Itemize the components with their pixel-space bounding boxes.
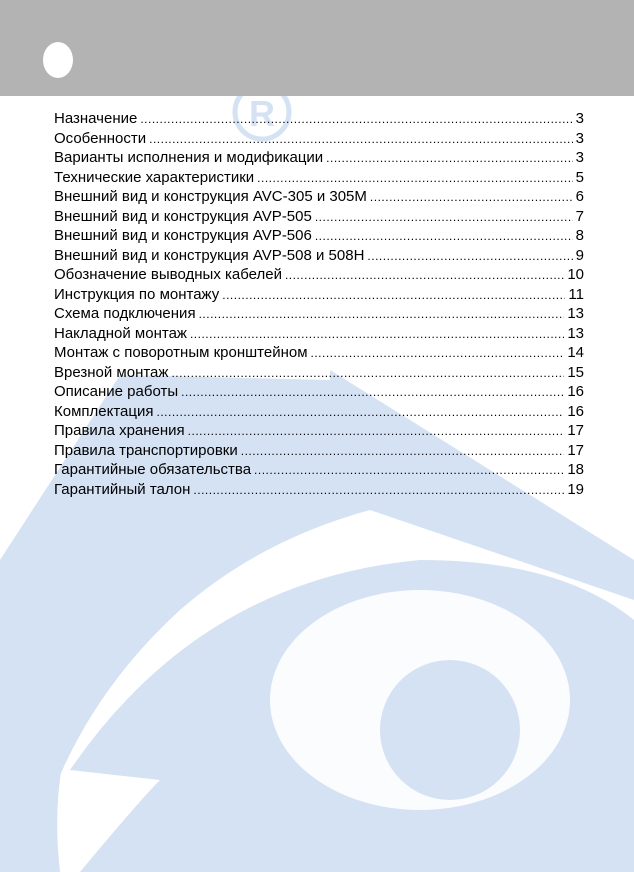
toc-entry-page: 8 — [575, 227, 584, 244]
toc-dot-leader — [285, 268, 564, 282]
toc-entry-page: 3 — [575, 110, 584, 127]
toc-dot-leader — [326, 151, 572, 165]
toc-entry-page: 19 — [567, 480, 584, 498]
toc-dot-leader — [140, 112, 572, 126]
toc-dot-leader — [370, 190, 573, 204]
toc-entry[interactable]: Технические характеристики 5 — [54, 169, 584, 189]
toc-entry-page: 13 — [567, 324, 584, 342]
page-header — [0, 0, 634, 96]
toc-entry-title: Гарантийные обязательства — [54, 461, 252, 478]
toc-entry[interactable]: Варианты исполнения и модификации 3 — [54, 149, 584, 169]
toc-dot-leader — [222, 288, 565, 302]
toc-entry-title: Обозначение выводных кабелей — [54, 266, 282, 283]
toc-entry-title: Схема подключения — [54, 305, 196, 322]
toc-entry[interactable]: Инструкция по монтажу 11 — [54, 286, 584, 306]
toc-dot-leader — [193, 483, 564, 497]
toc-entry-page: 10 — [567, 266, 584, 283]
toc-dot-leader — [241, 444, 565, 458]
toc-dot-leader — [190, 327, 564, 341]
toc-entry-title: Внешний вид и конструкция AVP-505 — [54, 207, 312, 225]
toc-dot-leader — [315, 210, 573, 224]
toc-entry-page: 6 — [575, 188, 584, 205]
toc-entry-page: 17 — [567, 441, 584, 459]
toc-entry-title: Гарантийный талон — [54, 480, 191, 498]
toc-dot-leader — [149, 132, 573, 146]
toc-entry-page: 14 — [567, 344, 584, 361]
toc-entry-title: Инструкция по монтажу — [54, 285, 220, 303]
toc-entry-title: Накладной монтаж — [54, 324, 187, 342]
toc-entry-title: Комплектация — [54, 402, 154, 420]
toc-entry-page: 9 — [575, 246, 584, 264]
toc-entry-page: 7 — [575, 207, 584, 225]
header-circle-icon — [43, 42, 73, 78]
toc-entry-title: Правила транспортировки — [54, 441, 238, 459]
toc-entry[interactable]: Внешний вид и конструкция AVP-506 8 — [54, 227, 584, 247]
toc-dot-leader — [156, 405, 564, 419]
toc-dot-leader — [254, 463, 564, 477]
toc-entry[interactable]: Схема подключения 13 — [54, 305, 584, 325]
toc-entry-title: Внешний вид и конструкция AVC-305 и 305M — [54, 188, 367, 205]
toc-entry-title: Описание работы — [54, 383, 179, 400]
toc-dot-leader — [315, 229, 573, 243]
toc-dot-leader — [181, 385, 564, 399]
toc-entry-title: Технические характеристики — [54, 168, 255, 186]
toc-entry-page: 3 — [575, 129, 584, 147]
toc-entry[interactable]: Врезной монтаж 15 — [54, 364, 584, 384]
toc-entry-page: 11 — [568, 285, 584, 303]
toc-entry-page: 3 — [575, 149, 584, 166]
toc-entry-page: 16 — [567, 383, 584, 400]
toc-entry-page: 13 — [567, 305, 584, 322]
toc-dot-leader — [311, 346, 565, 360]
toc-entry-page: 16 — [567, 402, 584, 420]
toc-entry[interactable]: Накладной монтаж 13 — [54, 325, 584, 345]
toc-entry[interactable]: Гарантийный талон 19 — [54, 481, 584, 501]
toc-entry[interactable]: Внешний вид и конструкция AVP-508 и 508H… — [54, 247, 584, 267]
toc-entry[interactable]: Правила хранения 17 — [54, 422, 584, 442]
toc-entry[interactable]: Обозначение выводных кабелей 10 — [54, 266, 584, 286]
watermark-pupil — [380, 660, 520, 800]
toc-entry-page: 15 — [567, 363, 584, 381]
toc-entry-title: Врезной монтаж — [54, 363, 169, 381]
watermark-left-wedge — [0, 380, 160, 872]
toc-entry-title: Монтаж с поворотным кронштейном — [54, 344, 308, 361]
toc-entry[interactable]: Гарантийные обязательства 18 — [54, 461, 584, 481]
toc-dot-leader — [188, 424, 565, 438]
toc-dot-leader — [257, 171, 573, 185]
table-of-contents: Назначение3Особенности3Варианты исполнен… — [54, 110, 584, 500]
toc-entry-title: Назначение — [54, 110, 138, 127]
toc-entry[interactable]: Комплектация 16 — [54, 403, 584, 423]
toc-entry-title: Варианты исполнения и модификации — [54, 149, 324, 166]
toc-dot-leader — [367, 249, 572, 263]
toc-entry[interactable]: Назначение 3 — [54, 110, 584, 130]
toc-entry[interactable]: Особенности 3 — [54, 130, 584, 150]
toc-entry[interactable]: Правила транспортировки 17 — [54, 442, 584, 462]
toc-entry-title: Особенности — [54, 129, 147, 147]
toc-entry[interactable]: Монтаж с поворотным кронштейном 14 — [54, 344, 584, 364]
toc-entry[interactable]: Внешний вид и конструкция AVC-305 и 305M… — [54, 188, 584, 208]
toc-entry-title: Внешний вид и конструкция AVP-506 — [54, 227, 312, 244]
toc-entry[interactable]: Описание работы 16 — [54, 383, 584, 403]
toc-dot-leader — [199, 307, 565, 321]
toc-entry[interactable]: Внешний вид и конструкция AVP-505 7 — [54, 208, 584, 228]
toc-entry-page: 17 — [567, 422, 584, 439]
toc-entry-page: 5 — [575, 168, 584, 186]
toc-dot-leader — [171, 366, 564, 380]
toc-entry-title: Внешний вид и конструкция AVP-508 и 508H — [54, 246, 365, 264]
toc-entry-page: 18 — [567, 461, 584, 478]
toc-entry-title: Правила хранения — [54, 422, 185, 439]
